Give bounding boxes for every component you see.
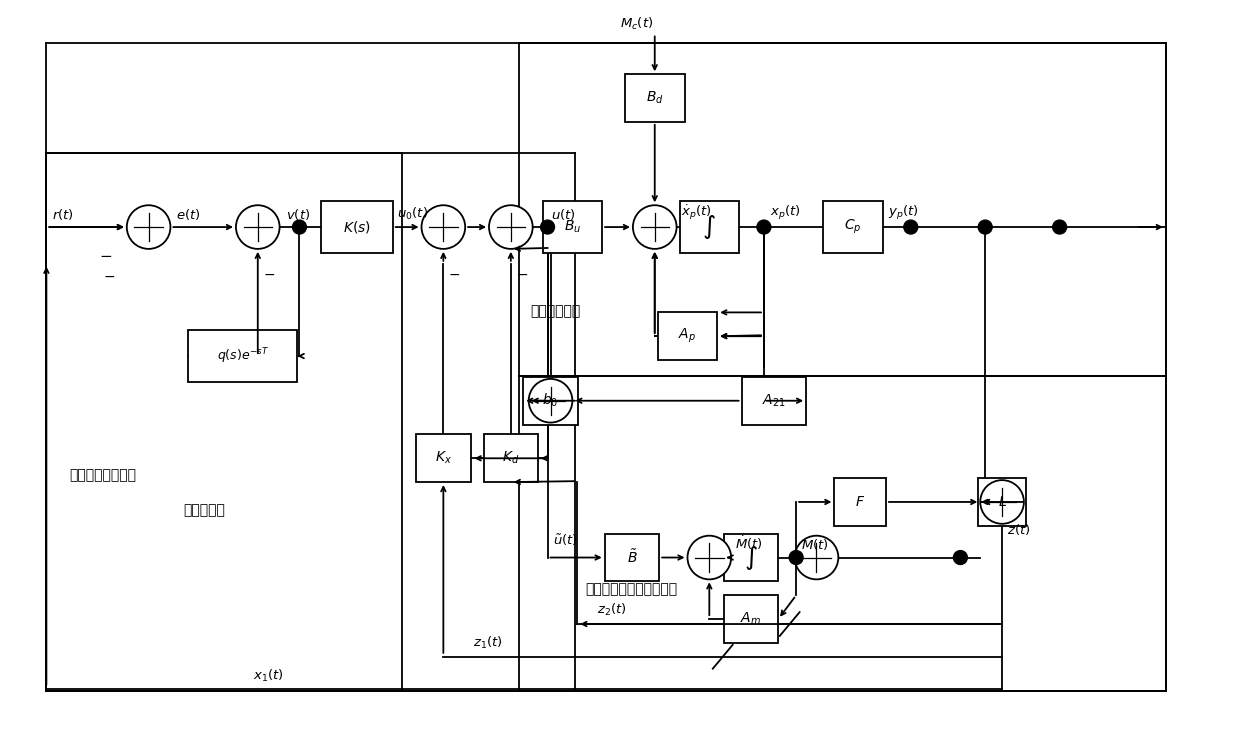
Text: $A_{21}$: $A_{21}$ — [763, 393, 786, 409]
Text: $r(t)$: $r(t)$ — [52, 207, 74, 222]
Text: $A_p$: $A_p$ — [678, 327, 697, 345]
Text: $-$: $-$ — [263, 267, 275, 281]
Text: $C_p$: $C_p$ — [844, 218, 862, 236]
Circle shape — [632, 205, 677, 249]
Text: $B_u$: $B_u$ — [564, 219, 582, 235]
Text: 复合控制器: 复合控制器 — [184, 503, 226, 517]
Text: $-$: $-$ — [103, 269, 115, 283]
Text: $-$: $-$ — [516, 267, 528, 281]
Text: $\dot{x}_p(t)$: $\dot{x}_p(t)$ — [681, 203, 712, 222]
Text: $z(t)$: $z(t)$ — [1007, 522, 1030, 537]
Text: $q(s)e^{-sT}$: $q(s)e^{-sT}$ — [217, 346, 269, 366]
Circle shape — [978, 220, 992, 234]
Text: 改进型重复控制器: 改进型重复控制器 — [69, 468, 136, 482]
Bar — [321, 201, 393, 253]
Text: $\dot{M}(t)$: $\dot{M}(t)$ — [735, 534, 763, 552]
Circle shape — [126, 205, 170, 249]
Bar — [523, 377, 578, 425]
Text: $x_p(t)$: $x_p(t)$ — [770, 204, 801, 222]
Text: $-$: $-$ — [99, 247, 112, 262]
Text: $b_0$: $b_0$ — [542, 392, 559, 409]
Circle shape — [541, 220, 554, 234]
Text: 降阶广义扩张状态观测器: 降阶广义扩张状态观测器 — [585, 583, 677, 596]
Bar — [978, 478, 1025, 526]
Text: $u_0(t)$: $u_0(t)$ — [397, 206, 428, 222]
Text: $M_c(t)$: $M_c(t)$ — [620, 15, 653, 31]
Bar — [835, 478, 885, 526]
Bar — [724, 534, 779, 581]
Text: $-$: $-$ — [449, 267, 460, 281]
Text: $z_1(t)$: $z_1(t)$ — [474, 635, 502, 651]
Text: $u(t)$: $u(t)$ — [551, 207, 575, 222]
Text: $\int$: $\int$ — [744, 544, 758, 572]
Circle shape — [1053, 220, 1066, 234]
Bar — [823, 201, 883, 253]
Bar — [625, 75, 684, 122]
Text: $M(t)$: $M(t)$ — [801, 537, 828, 552]
Circle shape — [687, 536, 732, 580]
Text: $\tilde{u}(t)$: $\tilde{u}(t)$ — [553, 532, 578, 548]
Text: $L$: $L$ — [998, 495, 1007, 509]
Circle shape — [422, 205, 465, 249]
Text: $\int$: $\int$ — [702, 213, 717, 241]
Circle shape — [981, 480, 1024, 524]
Text: $x_1(t)$: $x_1(t)$ — [253, 667, 284, 683]
Text: $A_m$: $A_m$ — [740, 611, 761, 627]
Bar — [724, 595, 779, 643]
Circle shape — [528, 379, 573, 423]
Bar — [657, 312, 717, 360]
Bar — [417, 434, 471, 482]
Circle shape — [795, 536, 838, 580]
Circle shape — [904, 220, 918, 234]
Circle shape — [756, 220, 771, 234]
Bar — [680, 201, 739, 253]
Circle shape — [489, 205, 533, 249]
Bar — [605, 534, 660, 581]
Text: $y_p(t)$: $y_p(t)$ — [888, 204, 919, 222]
Circle shape — [293, 220, 306, 234]
Circle shape — [789, 550, 804, 564]
Text: $B_d$: $B_d$ — [646, 90, 663, 106]
Text: $K_x$: $K_x$ — [435, 450, 451, 466]
Text: $e(t)$: $e(t)$ — [176, 207, 201, 222]
Text: $z_2(t)$: $z_2(t)$ — [598, 602, 626, 618]
Bar — [484, 434, 538, 482]
Text: 无刷直流电机: 无刷直流电机 — [531, 304, 580, 319]
Text: $K(s)$: $K(s)$ — [343, 219, 371, 235]
Text: $\tilde{B}$: $\tilde{B}$ — [626, 549, 637, 567]
Bar — [742, 377, 806, 425]
Text: $v(t)$: $v(t)$ — [285, 207, 310, 222]
Circle shape — [954, 550, 967, 564]
Bar — [188, 330, 298, 382]
Circle shape — [236, 205, 279, 249]
Text: $K_d$: $K_d$ — [502, 450, 520, 466]
Text: $F$: $F$ — [856, 495, 866, 509]
Bar — [543, 201, 603, 253]
